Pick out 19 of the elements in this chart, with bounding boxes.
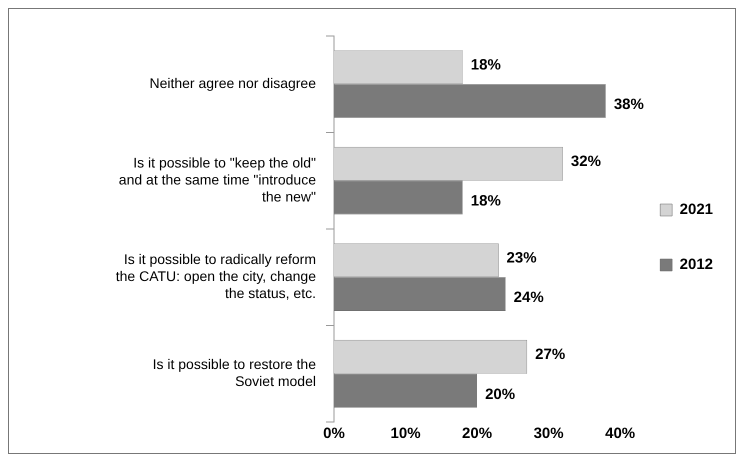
legend-label: 2021 (680, 201, 714, 218)
x-tick-label: 40% (605, 425, 636, 442)
data-label: 18% (470, 56, 501, 74)
x-tick-label: 10% (390, 425, 421, 442)
data-label: 38% (614, 96, 644, 114)
y-tick-label: Neither agree nor disagree (149, 74, 316, 91)
data-label: 23% (506, 249, 537, 266)
data-label: 32% (570, 152, 601, 170)
x-tick-label: 30% (534, 425, 564, 442)
data-label: 27% (535, 346, 566, 363)
data-label: 24% (514, 289, 544, 306)
x-tick-label: 0% (323, 425, 345, 442)
y-tick-label: Is it possible to restore the Soviet model (152, 356, 316, 389)
legend-label: 2012 (680, 256, 714, 274)
y-tick-label: Is it possible to "keep the old" and at the same time "introduce the new" (118, 154, 316, 204)
data-label: 18% (470, 192, 501, 210)
data-label: 20% (485, 386, 516, 403)
x-tick-label: 20% (462, 425, 492, 442)
y-tick-label: Is it possible to radically reform the CATU: open the city, change the status, etc. (116, 251, 316, 301)
